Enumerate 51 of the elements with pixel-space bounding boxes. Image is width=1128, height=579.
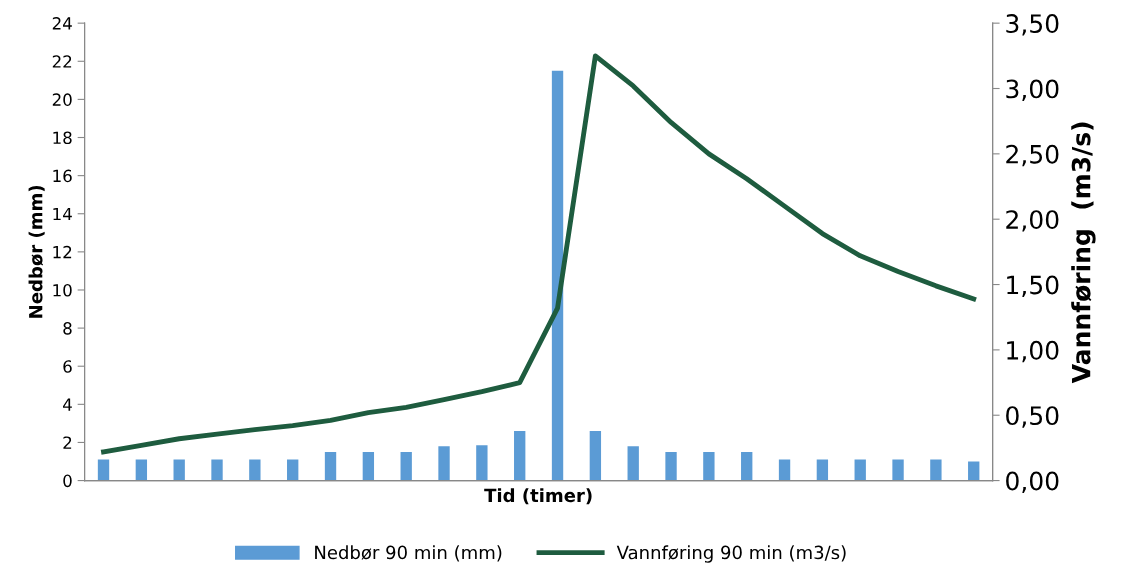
bar (930, 459, 942, 481)
y2-tick-label: 3,00 (1006, 79, 1059, 101)
bar (627, 446, 639, 481)
y2-tick-label: 0,50 (1006, 406, 1059, 428)
bar (476, 445, 488, 481)
y2-tick-label: 1,50 (1007, 275, 1059, 297)
y-tick-label: 20 (52, 93, 72, 106)
y2-tick-label: 1,00 (1007, 340, 1059, 363)
y-tick-label: 24 (52, 17, 72, 30)
bar (173, 459, 185, 481)
bar (703, 451, 715, 481)
bar (589, 431, 602, 481)
bar (362, 451, 375, 481)
y-tick-label: 4 (63, 398, 72, 411)
legend-label: Nedbør 90 min (mm) (315, 545, 502, 562)
y-tick-label: 16 (53, 169, 72, 183)
bar (211, 459, 223, 481)
bar (249, 459, 261, 481)
y2-axis-title: Vannføring (m3/s) (1071, 122, 1096, 384)
y-axis-title: Nedbør (mm) (28, 185, 45, 318)
y-tick-label: 22 (52, 55, 72, 68)
y-tick-label: 2 (63, 436, 72, 449)
y-tick-label: 10 (53, 283, 72, 297)
bar (741, 451, 753, 481)
bar (816, 459, 829, 481)
bar (324, 451, 337, 481)
bar (135, 459, 148, 481)
bar (854, 459, 866, 481)
bar (514, 431, 526, 481)
y2-tick-label: 0,00 (1006, 471, 1059, 493)
bar (438, 446, 450, 481)
y2-tick-label: 2,00 (1006, 210, 1059, 232)
y-tick-label: 12 (53, 245, 72, 259)
y-tick-label: 14 (53, 207, 72, 221)
bar (892, 459, 904, 481)
y2-tick-label: 3,50 (1006, 14, 1059, 36)
bar (778, 459, 791, 481)
y2-tick-label: 2,50 (1006, 144, 1059, 167)
bar (665, 451, 677, 481)
line-series (101, 53, 977, 455)
bar (97, 459, 110, 481)
y-tick-label: 8 (63, 322, 72, 335)
y-tick-label: 0 (63, 474, 72, 488)
bar (968, 461, 980, 481)
bar (400, 451, 412, 481)
x-axis-title: Tid (timer) (484, 488, 592, 505)
y-tick-label: 18 (53, 131, 72, 145)
bar (287, 459, 299, 481)
legend-label: Vannføring 90 min (m3/s) (616, 545, 846, 563)
y-tick-label: 6 (63, 360, 72, 373)
bar (551, 70, 564, 481)
